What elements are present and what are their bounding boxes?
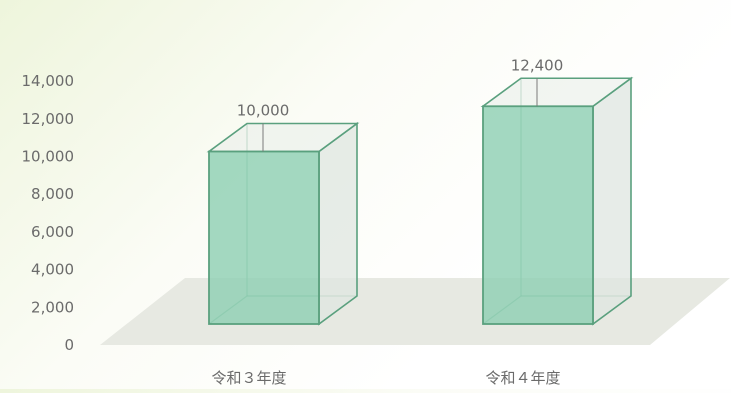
data-label: 12,400: [511, 56, 564, 74]
x-tick-label: 令和３年度: [211, 369, 286, 387]
y-tick-label: 6,000: [31, 223, 74, 241]
y-tick-label: 0: [64, 336, 74, 354]
y-tick-label: 4,000: [31, 261, 74, 279]
y-tick-label: 8,000: [31, 185, 74, 203]
bar-front-face: [482, 105, 594, 325]
chart-floor: [100, 278, 730, 345]
y-tick-label: 14,000: [22, 72, 75, 90]
data-label: 10,000: [237, 102, 290, 120]
bar-front-face: [208, 150, 320, 325]
bar-side-face: [592, 76, 632, 326]
y-tick-label: 2,000: [31, 298, 74, 316]
bar: 12,400: [480, 56, 634, 326]
y-tick-label: 10,000: [22, 148, 75, 166]
bar-side-face: [318, 121, 358, 326]
x-tick-label: 令和４年度: [485, 369, 560, 387]
y-tick-label: 12,000: [22, 110, 75, 128]
bar: 10,000: [206, 102, 360, 326]
